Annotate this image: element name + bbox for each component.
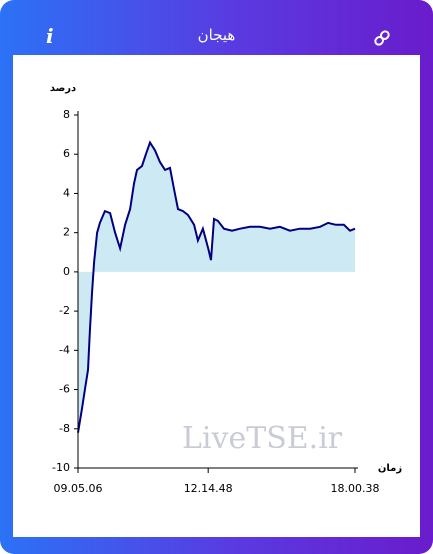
watermark: LiveTSE.ir	[182, 421, 343, 456]
line	[77, 140, 356, 433]
y-tick-label: -4	[59, 343, 70, 356]
y-tick-label: -6	[59, 383, 70, 396]
y-tick-label: 2	[63, 226, 70, 239]
y-tick-label: -8	[59, 422, 70, 435]
header-title: هیجان	[197, 26, 236, 44]
x-tick-label: 18.00.38	[331, 482, 380, 495]
y-axis-label: درصد	[50, 83, 76, 94]
x-tick-label: 12.14.48	[184, 482, 233, 495]
y-tick-label: 4	[63, 186, 70, 199]
x-axis-label: زمان	[378, 463, 402, 474]
area	[78, 142, 355, 433]
y-tick-label: 6	[63, 147, 70, 160]
x-tick-label: 09.05.06	[54, 482, 103, 495]
link-icon[interactable]	[374, 30, 390, 46]
y-tick-label: 0	[63, 265, 70, 278]
y-tick-label: -2	[59, 304, 70, 317]
info-button[interactable]: i	[46, 24, 54, 48]
y-tick-label: -10	[52, 461, 70, 474]
y-tick-label: 8	[63, 108, 70, 121]
